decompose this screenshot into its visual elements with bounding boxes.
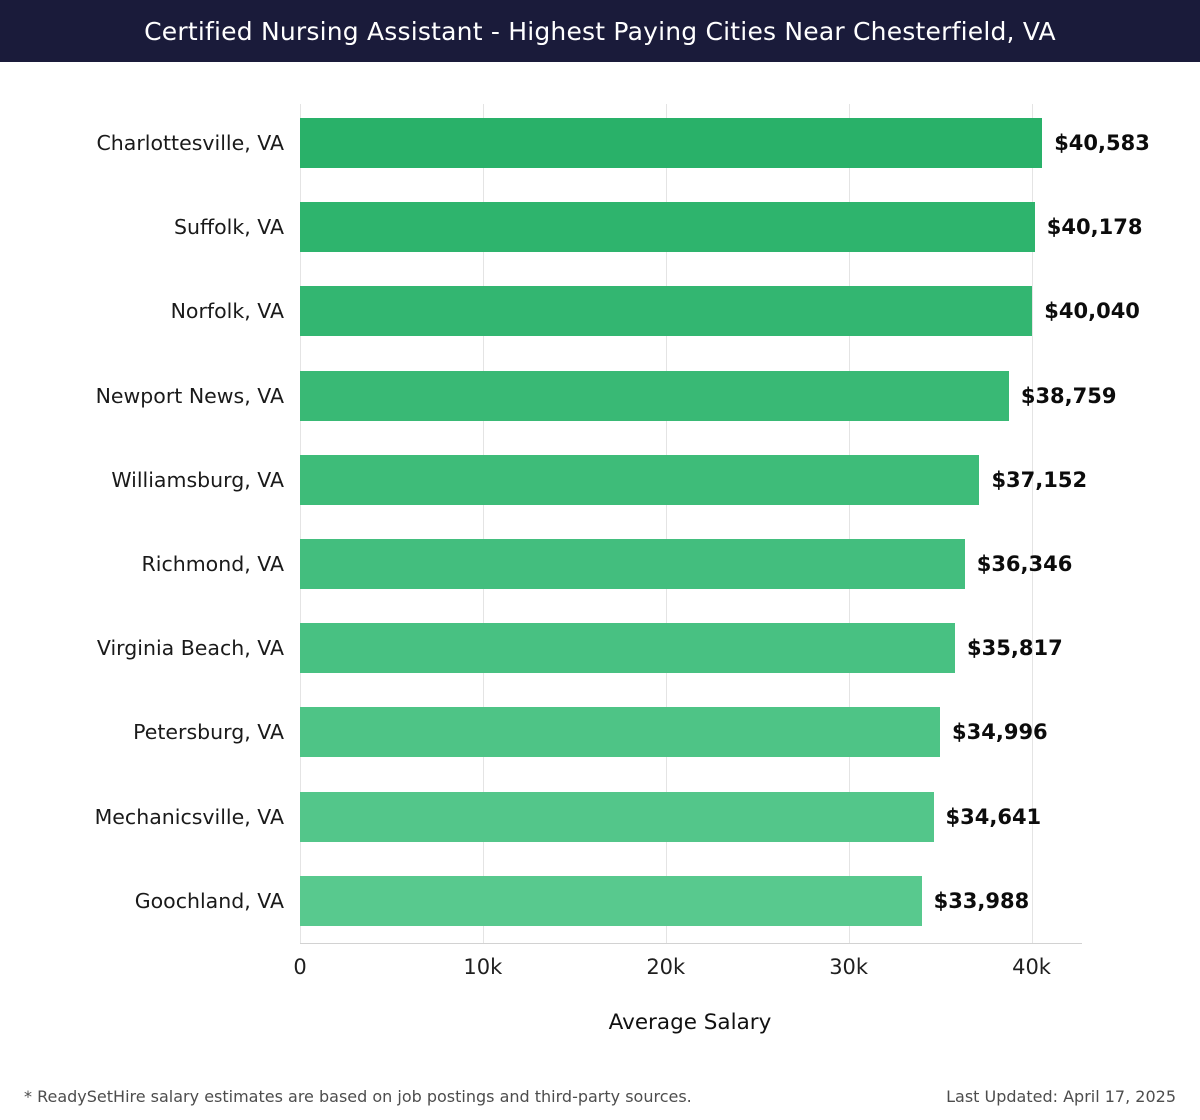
gridline: [848, 104, 850, 943]
category-label: Suffolk, VA: [173, 215, 284, 240]
x-axis-line: [300, 943, 1082, 944]
gridline: [665, 104, 667, 943]
bar: [300, 875, 922, 926]
bar-row: Goochland, VA $33,988: [0, 875, 1200, 926]
title-bar: Certified Nursing Assistant - Highest Pa…: [0, 0, 1200, 62]
gridline: [1031, 104, 1033, 943]
bar: [300, 118, 1043, 168]
category-label: Petersburg, VA: [133, 720, 284, 745]
category-label: Charlottesville, VA: [96, 131, 284, 155]
bar: [300, 370, 1009, 421]
value-label: $34,996: [952, 720, 1048, 745]
bar: [300, 791, 934, 842]
gridline: [482, 104, 484, 943]
category-label: Mechanicsville, VA: [94, 804, 284, 829]
bar-row: Virginia Beach, VA $35,817: [0, 623, 1200, 674]
value-label: $37,152: [991, 467, 1088, 492]
x-tick-label: 10k: [463, 955, 503, 979]
bar: [300, 623, 956, 674]
bar-row: Petersburg, VA $34,996: [0, 707, 1200, 758]
bar-row: Newport News, VA $38,759: [0, 370, 1200, 421]
x-tick-label: 30k: [829, 955, 869, 979]
category-label: Richmond, VA: [141, 552, 285, 576]
x-tick-label: 0: [293, 955, 307, 979]
bar-chart: Average Salary 0 10k 20k 30k 40k Charlottesvi…: [0, 62, 1200, 1060]
bar: [300, 539, 965, 589]
value-label: $36,346: [976, 552, 1073, 576]
category-label: Goochland, VA: [134, 888, 284, 913]
category-label: Williamsburg, VA: [111, 467, 284, 492]
x-axis-title: Average Salary: [608, 1010, 772, 1035]
bar: [300, 707, 941, 758]
bar-row: Richmond, VA $36,346: [0, 539, 1200, 589]
x-tick-label: 40k: [1012, 955, 1051, 979]
category-label: Norfolk, VA: [170, 299, 284, 324]
bar-row: Williamsburg, VA $37,152: [0, 454, 1200, 505]
value-label: $35,817: [967, 636, 1063, 661]
value-label: $33,988: [933, 888, 1030, 913]
bar: [300, 286, 1033, 337]
bar-row: Suffolk, VA $40,178: [0, 202, 1200, 253]
value-label: $34,641: [945, 804, 1042, 829]
bar: [300, 202, 1035, 253]
category-label: Newport News, VA: [95, 383, 284, 408]
x-tick-label: 20k: [646, 955, 686, 979]
footer-last-updated: Last Updated: April 17, 2025: [946, 1087, 1176, 1106]
value-label: $38,759: [1020, 383, 1117, 408]
footer: * ReadySetHire salary estimates are base…: [0, 1087, 1200, 1106]
footer-disclaimer: * ReadySetHire salary estimates are base…: [24, 1087, 692, 1106]
bar: [300, 454, 980, 505]
bar-row: Mechanicsville, VA $34,641: [0, 791, 1200, 842]
value-label: $40,583: [1054, 131, 1150, 155]
value-label: $40,178: [1046, 215, 1143, 240]
gridline: [300, 104, 301, 943]
category-label: Virginia Beach, VA: [96, 636, 284, 661]
bar-row: Charlottesville, VA $40,583: [0, 118, 1200, 168]
bar-row: Norfolk, VA $40,040: [0, 286, 1200, 337]
chart-title: Certified Nursing Assistant - Highest Pa…: [144, 16, 1056, 46]
value-label: $40,040: [1044, 299, 1140, 324]
